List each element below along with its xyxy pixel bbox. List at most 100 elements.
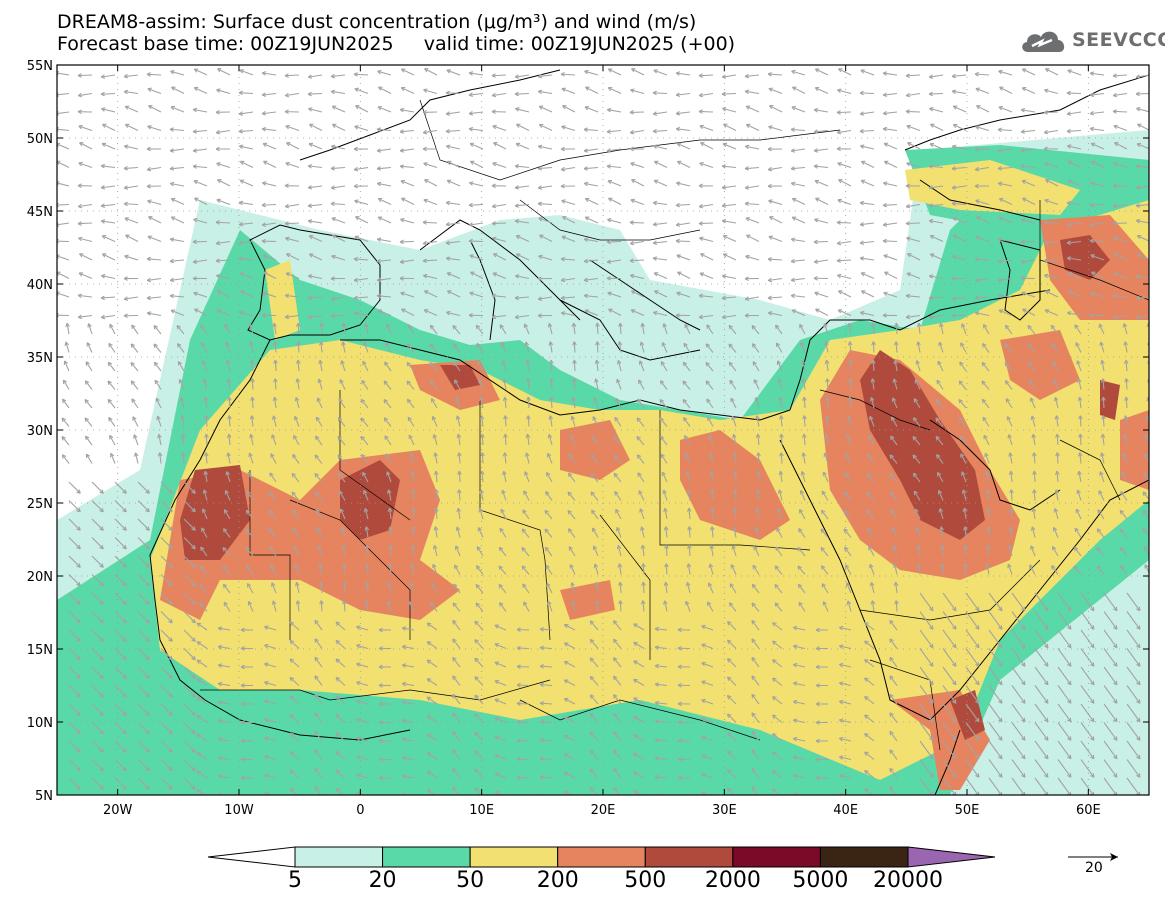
wind-arrow [183, 537, 196, 550]
wind-arrow-head [1044, 754, 1049, 760]
wind-arrow-head [378, 646, 383, 651]
wind-arrow-head [406, 398, 412, 404]
wind-arrow [939, 508, 944, 520]
wind-arrow-head [726, 732, 732, 737]
wind-arrow [636, 417, 645, 427]
wind-arrow [952, 255, 967, 261]
wind-arrow-head [1100, 378, 1106, 383]
wind-arrow-head [191, 729, 196, 735]
wind-arrow [998, 277, 1013, 281]
wind-arrow [130, 343, 139, 353]
wind-arrow [860, 202, 875, 206]
wind-arrow [567, 491, 576, 501]
wind-arrow [837, 162, 852, 169]
wind-arrow-head [568, 453, 574, 459]
wind-arrow [728, 325, 737, 335]
wind-arrow-head [774, 602, 780, 607]
wind-arrow-head [268, 510, 273, 515]
wind-arrow-head [468, 202, 473, 208]
wind-arrow-head [706, 601, 712, 606]
wind-arrow [204, 471, 208, 483]
wind-arrow-head [1112, 293, 1117, 299]
wind-arrow-head [975, 643, 980, 649]
wind-arrow [751, 657, 760, 668]
wind-arrow-head [539, 627, 544, 632]
wind-arrow-head [217, 755, 223, 761]
wind-arrow [961, 323, 967, 335]
wind-arrow-head [1020, 275, 1025, 281]
wind-arrow-head [295, 378, 301, 383]
wind-arrow [733, 526, 737, 538]
wind-arrow [502, 360, 507, 372]
wind-arrow-head [982, 323, 988, 329]
wind-arrow [547, 453, 553, 464]
wind-arrow-head [563, 716, 569, 721]
wind-arrow-head [821, 583, 826, 588]
wind-arrow [988, 759, 1003, 778]
wind-arrow [183, 703, 196, 716]
wind-arrow-head [308, 142, 314, 148]
wind-arrow-head [935, 417, 940, 423]
wind-arrow [137, 685, 150, 698]
wind-arrow [474, 620, 484, 631]
wind-arrow-head [618, 581, 623, 586]
wind-arrow [456, 526, 461, 538]
wind-arrow [481, 452, 484, 464]
wind-arrow-head [726, 769, 732, 774]
wind-arrow-head [84, 380, 90, 385]
wind-arrow-head [652, 200, 658, 206]
wind-arrow [307, 92, 323, 95]
wind-arrow [1044, 274, 1059, 280]
wind-arrow-head [315, 416, 321, 422]
wind-arrow-head [571, 378, 577, 383]
wind-arrow [1124, 341, 1128, 353]
wind-arrow [160, 666, 173, 679]
wind-arrow [860, 240, 875, 244]
wind-arrow-head [122, 711, 127, 716]
wind-arrow [860, 111, 875, 115]
wind-arrow-head [721, 203, 727, 208]
wind-arrow-head [708, 452, 714, 457]
wind-arrow [1150, 667, 1163, 685]
wind-arrow-head [378, 627, 383, 633]
wind-arrow [839, 756, 852, 761]
wind-arrow-head [494, 790, 499, 795]
wind-arrow-head [330, 73, 336, 79]
wind-arrow-head [767, 311, 773, 316]
wind-arrow-head [469, 160, 475, 165]
wind-arrow-head [227, 396, 232, 401]
wind-arrow [400, 165, 415, 169]
wind-arrow-head [168, 526, 173, 531]
colorbar-segment [469, 846, 559, 868]
wind-arrow-head [307, 163, 313, 169]
wind-arrow-head [76, 711, 81, 716]
wind-arrow [294, 416, 300, 427]
wind-arrow-head [145, 692, 150, 698]
wind-arrow-head [378, 757, 383, 762]
wind-arrow-head [169, 148, 175, 153]
wind-arrow-head [262, 181, 267, 186]
wind-arrow [331, 217, 346, 224]
wind-arrow [481, 415, 484, 427]
wind-arrow-head [1089, 222, 1095, 227]
wind-arrow [424, 68, 438, 76]
wind-arrow [268, 528, 277, 538]
wind-arrow [964, 526, 967, 538]
wind-arrow-head [289, 787, 295, 793]
wind-arrow-head [772, 788, 777, 793]
wind-arrow-head [217, 737, 223, 742]
wind-arrow [494, 717, 507, 724]
wind-arrow-head [514, 295, 519, 301]
wind-arrow [1034, 722, 1049, 741]
wind-arrow-head [474, 694, 479, 700]
wind-arrow [78, 92, 93, 97]
wind-arrow [564, 753, 576, 760]
wind-arrow [400, 292, 415, 298]
wind-arrow-head [319, 322, 324, 327]
wind-arrow-head [815, 627, 820, 633]
wind-arrow-head [660, 453, 665, 459]
wind-arrow-head [122, 766, 127, 772]
wind-arrow [772, 659, 783, 668]
wind-arrow-head [929, 699, 934, 704]
wind-arrow-head [864, 640, 869, 645]
